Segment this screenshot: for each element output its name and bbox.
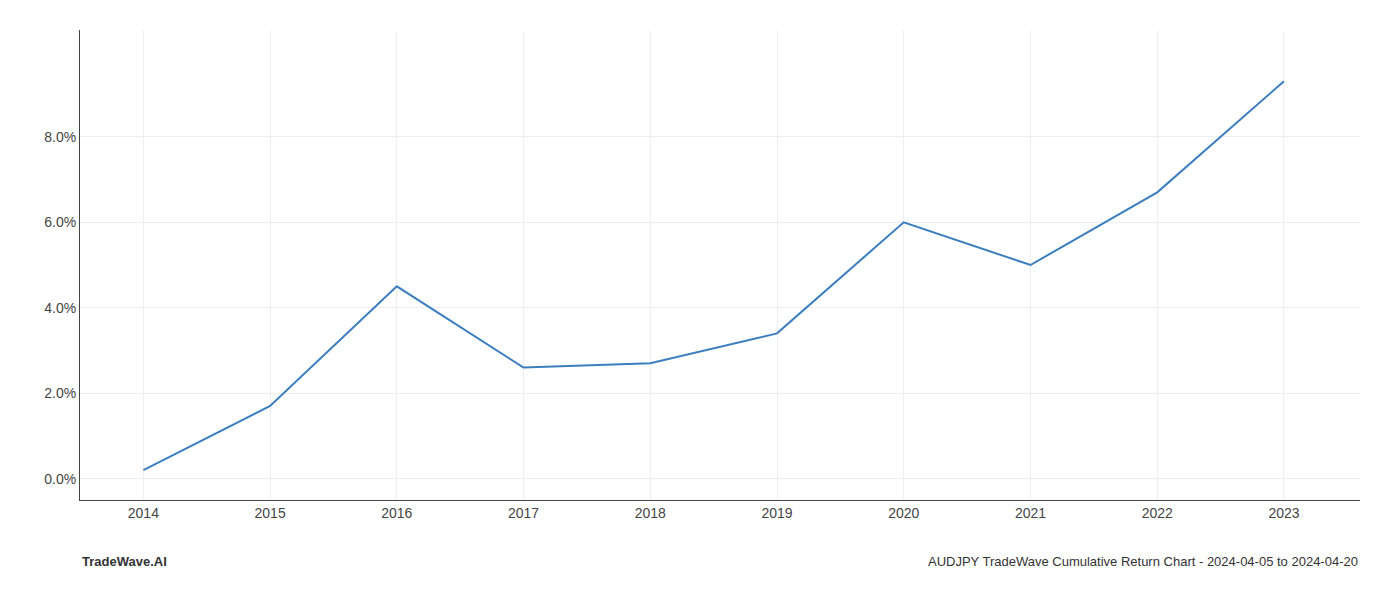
svg-text:0.0%: 0.0% (44, 471, 76, 487)
svg-text:2018: 2018 (635, 505, 666, 521)
svg-text:2023: 2023 (1268, 505, 1299, 521)
svg-text:2.0%: 2.0% (44, 385, 76, 401)
svg-text:2017: 2017 (508, 505, 539, 521)
svg-text:2016: 2016 (381, 505, 412, 521)
svg-text:4.0%: 4.0% (44, 300, 76, 316)
svg-text:AUDJPY TradeWave Cumulative Re: AUDJPY TradeWave Cumulative Return Chart… (928, 554, 1358, 569)
svg-text:TradeWave.AI: TradeWave.AI (82, 554, 167, 569)
svg-text:2015: 2015 (255, 505, 286, 521)
svg-text:2022: 2022 (1142, 505, 1173, 521)
svg-text:8.0%: 8.0% (44, 129, 76, 145)
svg-text:6.0%: 6.0% (44, 214, 76, 230)
svg-text:2014: 2014 (128, 505, 159, 521)
svg-text:2019: 2019 (761, 505, 792, 521)
svg-text:2020: 2020 (888, 505, 919, 521)
svg-text:2021: 2021 (1015, 505, 1046, 521)
